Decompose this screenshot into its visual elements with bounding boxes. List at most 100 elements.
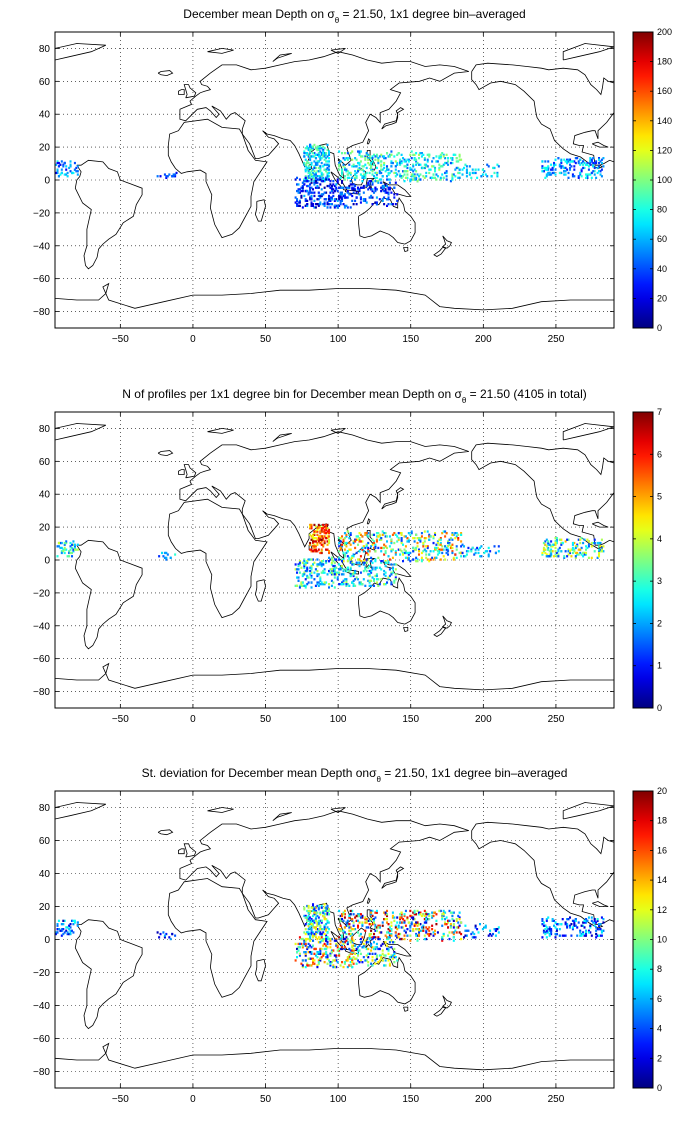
data-cell bbox=[365, 184, 368, 188]
data-cell bbox=[317, 563, 320, 566]
data-cell bbox=[314, 911, 317, 914]
data-cell bbox=[441, 918, 444, 921]
data-cell bbox=[374, 924, 377, 927]
data-cell bbox=[304, 561, 307, 564]
data-cell bbox=[387, 578, 390, 581]
data-cell bbox=[339, 199, 342, 202]
data-cell bbox=[375, 538, 378, 541]
data-cell bbox=[359, 952, 362, 956]
data-cell bbox=[551, 919, 554, 923]
data-cell bbox=[335, 571, 338, 574]
data-cell bbox=[545, 175, 548, 178]
data-cell bbox=[423, 530, 426, 533]
data-cell bbox=[373, 918, 376, 921]
data-cell bbox=[545, 168, 548, 171]
data-cell bbox=[319, 158, 322, 161]
data-cell bbox=[410, 157, 413, 160]
data-cell bbox=[351, 957, 354, 960]
data-cell bbox=[377, 181, 380, 184]
data-cell bbox=[306, 937, 309, 941]
data-cell bbox=[319, 563, 322, 566]
data-cell bbox=[342, 203, 345, 206]
data-cell bbox=[487, 165, 490, 168]
data-cell bbox=[346, 583, 349, 586]
data-cell bbox=[319, 926, 322, 929]
data-cell bbox=[365, 551, 368, 555]
colorbar-tick-label: 2 bbox=[657, 618, 662, 628]
data-cell bbox=[420, 556, 423, 559]
data-cell bbox=[326, 962, 329, 965]
data-cell bbox=[391, 916, 394, 919]
data-cell bbox=[352, 579, 355, 582]
data-cell bbox=[371, 196, 374, 199]
data-cell bbox=[354, 173, 357, 176]
data-cell bbox=[457, 176, 460, 179]
data-cell bbox=[365, 201, 368, 204]
data-cell bbox=[461, 543, 464, 546]
data-cell bbox=[349, 152, 352, 155]
data-cell bbox=[386, 914, 389, 918]
data-cell bbox=[339, 537, 342, 540]
data-cell bbox=[333, 954, 336, 957]
data-cell bbox=[339, 186, 342, 189]
data-cell bbox=[348, 176, 351, 179]
data-cell bbox=[375, 954, 378, 957]
data-cell bbox=[477, 551, 480, 555]
coastline bbox=[471, 62, 614, 169]
data-cell bbox=[312, 171, 315, 175]
data-cell bbox=[306, 918, 309, 921]
data-cell bbox=[413, 537, 416, 540]
data-cell bbox=[455, 532, 458, 535]
data-cell bbox=[557, 550, 560, 553]
data-cell bbox=[332, 568, 335, 571]
data-cell bbox=[362, 942, 365, 946]
data-cell bbox=[326, 919, 329, 923]
data-cell bbox=[346, 173, 349, 176]
data-cell bbox=[444, 530, 447, 533]
data-cell bbox=[387, 171, 390, 175]
data-cell bbox=[434, 911, 437, 914]
data-cell bbox=[325, 198, 328, 201]
data-cell bbox=[296, 576, 299, 579]
data-cell bbox=[339, 160, 342, 163]
data-cell bbox=[313, 545, 316, 548]
data-cell bbox=[339, 918, 342, 921]
data-cell bbox=[307, 147, 310, 150]
data-cell bbox=[163, 936, 166, 939]
data-cell bbox=[544, 548, 547, 551]
data-cell bbox=[589, 158, 592, 161]
data-cell bbox=[457, 171, 460, 175]
data-cell bbox=[365, 947, 368, 951]
data-cell bbox=[341, 961, 344, 964]
data-cell bbox=[571, 543, 574, 546]
data-cell bbox=[380, 153, 383, 156]
data-cell bbox=[375, 929, 378, 932]
data-cell bbox=[336, 178, 339, 181]
coastline bbox=[178, 89, 185, 95]
data-cell bbox=[341, 543, 344, 546]
data-cell bbox=[412, 170, 415, 173]
data-cell bbox=[396, 916, 399, 919]
data-cell bbox=[352, 555, 355, 558]
data-cell bbox=[306, 147, 309, 150]
data-cell bbox=[326, 921, 329, 924]
data-cell bbox=[397, 926, 400, 929]
data-cell bbox=[390, 928, 393, 931]
data-cell bbox=[548, 171, 551, 175]
data-cell bbox=[370, 188, 373, 191]
data-cell bbox=[328, 152, 331, 155]
coastline bbox=[179, 51, 469, 180]
data-cell bbox=[468, 171, 471, 175]
data-cell bbox=[386, 535, 389, 538]
data-cell bbox=[465, 550, 468, 553]
data-cell bbox=[566, 926, 569, 929]
data-cell bbox=[598, 923, 601, 926]
data-cell bbox=[368, 574, 371, 578]
data-cell bbox=[60, 546, 63, 550]
data-cell bbox=[317, 155, 320, 158]
data-cell bbox=[359, 155, 362, 158]
data-cell bbox=[306, 152, 309, 155]
data-cell bbox=[365, 171, 368, 175]
data-cell bbox=[307, 937, 310, 941]
data-cell bbox=[452, 932, 455, 936]
